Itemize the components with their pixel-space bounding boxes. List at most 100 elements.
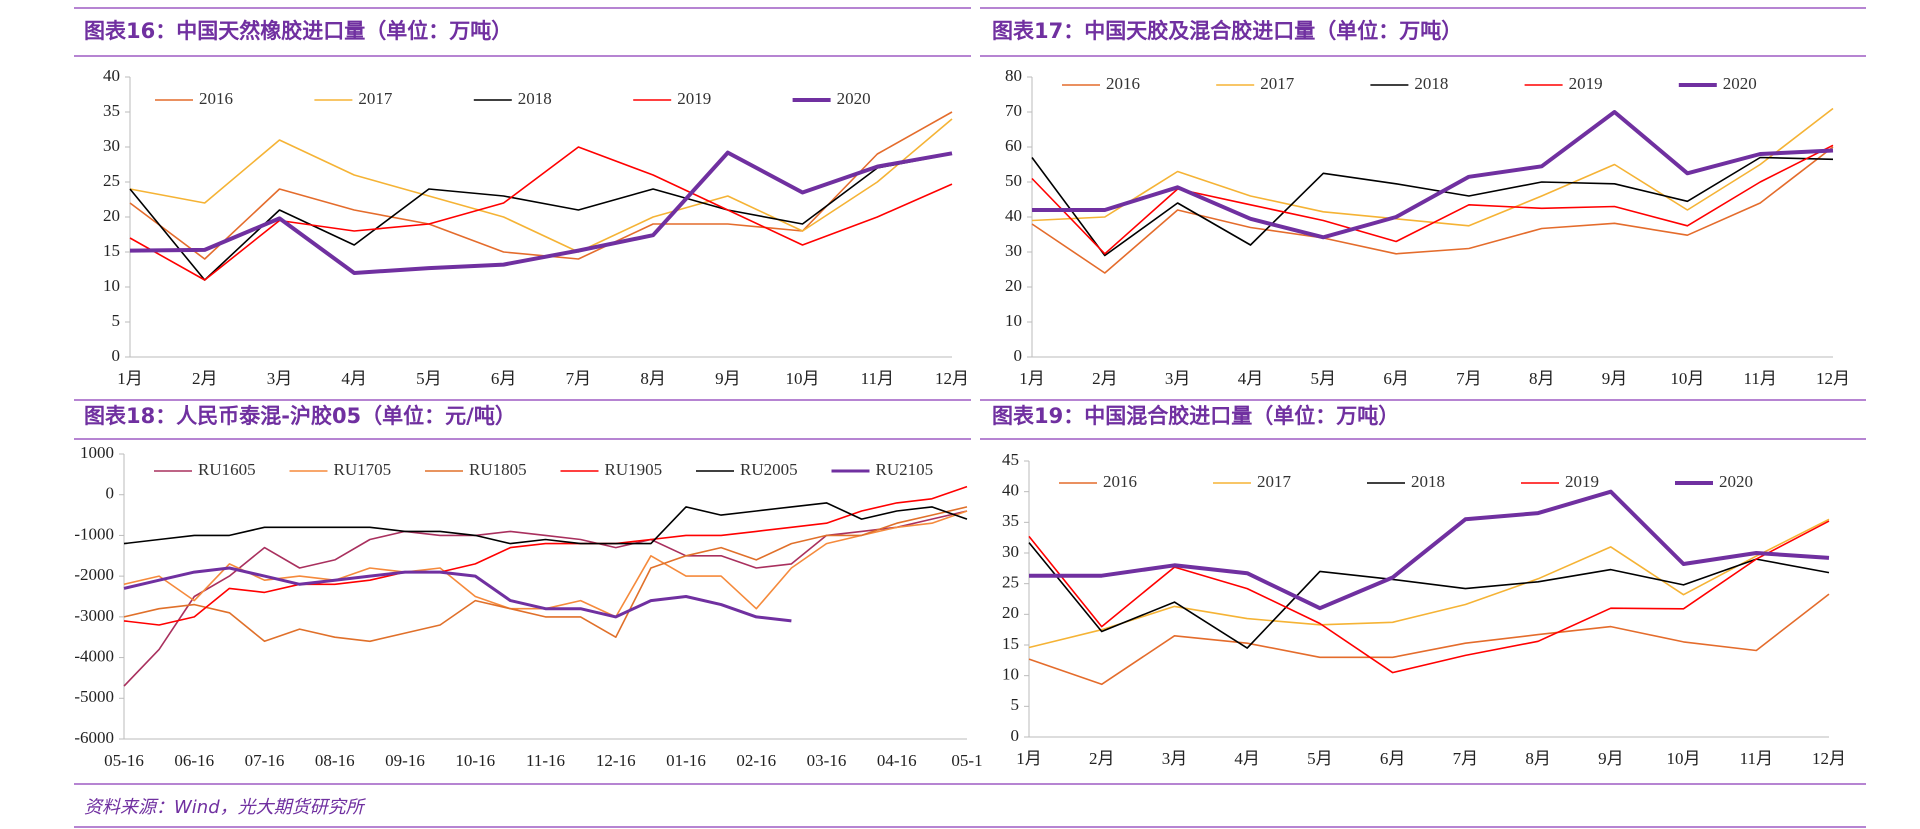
x-tick-label: 12-16 <box>596 751 636 770</box>
y-tick-label: 0 <box>112 346 121 365</box>
y-tick-label: 0 <box>106 484 115 503</box>
y-tick-label: 25 <box>1002 573 1019 592</box>
legend-label: RU1705 <box>334 460 392 479</box>
series-line <box>123 485 968 626</box>
x-tick-label: 12月 <box>935 369 969 388</box>
x-tick-label: 6月 <box>491 369 517 388</box>
series-line <box>123 506 968 643</box>
y-tick-label: 5 <box>112 311 121 330</box>
y-tick-label: -3000 <box>74 606 114 625</box>
x-tick-label: 1月 <box>1019 369 1045 388</box>
series-line <box>1029 489 1830 611</box>
y-tick-label: 15 <box>1002 634 1019 653</box>
series-line <box>123 502 968 545</box>
x-tick-label: 06-16 <box>174 751 214 770</box>
legend-label: 2020 <box>837 89 871 108</box>
y-tick-label: 30 <box>1002 542 1019 561</box>
legend-label: 2020 <box>1719 472 1753 491</box>
y-tick-label: 45 <box>1002 450 1019 469</box>
y-tick-label: 60 <box>1005 136 1022 155</box>
x-tick-label: 11月 <box>1740 749 1773 768</box>
chart-title: 图表16：中国天然橡胶进口量（单位：万吨） <box>84 19 512 43</box>
series-line <box>129 153 953 281</box>
chart-title: 图表17：中国天胶及混合胶进口量（单位：万吨） <box>992 19 1462 43</box>
legend-label: 2017 <box>1257 472 1292 491</box>
x-tick-label: 05-16 <box>104 751 144 770</box>
x-tick-label: 9月 <box>715 369 741 388</box>
x-tick-label: 5月 <box>416 369 442 388</box>
x-tick-label: 2月 <box>1092 369 1118 388</box>
series-line <box>1028 518 1830 649</box>
x-tick-label: 5月 <box>1311 369 1337 388</box>
legend-label: 2018 <box>1411 472 1445 491</box>
series-line <box>1028 593 1830 686</box>
x-tick-label: 07-16 <box>245 751 285 770</box>
y-tick-label: -6000 <box>74 728 114 747</box>
y-tick-label: 0 <box>1014 346 1023 365</box>
legend-label: 2019 <box>1565 472 1599 491</box>
y-tick-label: -5000 <box>74 687 114 706</box>
x-tick-label: 09-16 <box>385 751 425 770</box>
x-tick-label: 11-16 <box>526 751 565 770</box>
x-tick-label: 9月 <box>1602 369 1628 388</box>
series-line <box>1031 146 1834 274</box>
x-tick-label: 7月 <box>1456 369 1482 388</box>
y-tick-label: 5 <box>1011 695 1020 714</box>
legend-label: 2016 <box>199 89 233 108</box>
y-tick-label: 35 <box>1002 511 1019 530</box>
y-tick-label: 10 <box>1005 311 1022 330</box>
y-tick-label: 20 <box>1002 603 1019 622</box>
series-line <box>1028 520 1830 674</box>
x-tick-label: 12月 <box>1812 749 1846 768</box>
y-tick-label: 10 <box>103 276 120 295</box>
y-tick-label: -1000 <box>74 524 114 543</box>
x-tick-label: 10-16 <box>455 751 495 770</box>
legend-label: 2019 <box>677 89 711 108</box>
chart-title: 图表18：人民币泰混-沪胶05（单位：元/吨） <box>84 404 516 428</box>
legend-label: 2018 <box>518 89 552 108</box>
x-tick-label: 8月 <box>1525 749 1551 768</box>
series-line <box>123 566 792 623</box>
x-tick-label: 7月 <box>1453 749 1479 768</box>
x-tick-label: 03-16 <box>807 751 847 770</box>
x-tick-label: 3月 <box>1162 749 1188 768</box>
legend-label: 2020 <box>1723 74 1757 93</box>
legend-label: RU1905 <box>605 460 663 479</box>
x-tick-label: 8月 <box>1529 369 1555 388</box>
y-tick-label: 20 <box>103 206 120 225</box>
x-tick-label: 11月 <box>1743 369 1776 388</box>
series-line <box>129 146 953 281</box>
legend-label: 2016 <box>1103 472 1137 491</box>
x-tick-label: 04-16 <box>877 751 917 770</box>
x-tick-label: 4月 <box>1238 369 1264 388</box>
series-line <box>1031 156 1834 257</box>
x-tick-label: 01-16 <box>666 751 706 770</box>
series-line <box>1031 144 1834 255</box>
legend-label: RU1805 <box>469 460 527 479</box>
x-tick-label: 4月 <box>341 369 367 388</box>
legend-label: RU1605 <box>198 460 256 479</box>
x-tick-label: 5月 <box>1307 749 1333 768</box>
x-tick-label: 1月 <box>117 369 143 388</box>
legend-label: RU2005 <box>740 460 798 479</box>
x-tick-label: 10月 <box>1670 369 1704 388</box>
series-line <box>1032 110 1834 240</box>
legend-label: 2016 <box>1106 74 1140 93</box>
x-tick-label: 4月 <box>1234 749 1260 768</box>
x-tick-label: 1月 <box>1016 749 1042 768</box>
chart-title: 图表19：中国混合胶进口量（单位：万吨） <box>992 404 1399 428</box>
series-line <box>1028 542 1830 649</box>
x-tick-label: 6月 <box>1380 749 1406 768</box>
series-line <box>123 510 968 687</box>
x-tick-label: 08-16 <box>315 751 355 770</box>
legend-label: 2017 <box>1260 74 1295 93</box>
y-tick-label: -2000 <box>74 565 114 584</box>
x-tick-label: 12月 <box>1816 369 1850 388</box>
x-tick-label: 3月 <box>1165 369 1191 388</box>
x-tick-label: 3月 <box>267 369 293 388</box>
y-tick-label: 80 <box>1005 66 1022 85</box>
y-tick-label: 25 <box>103 171 120 190</box>
y-tick-label: 40 <box>103 66 120 85</box>
legend-label: 2017 <box>358 89 393 108</box>
